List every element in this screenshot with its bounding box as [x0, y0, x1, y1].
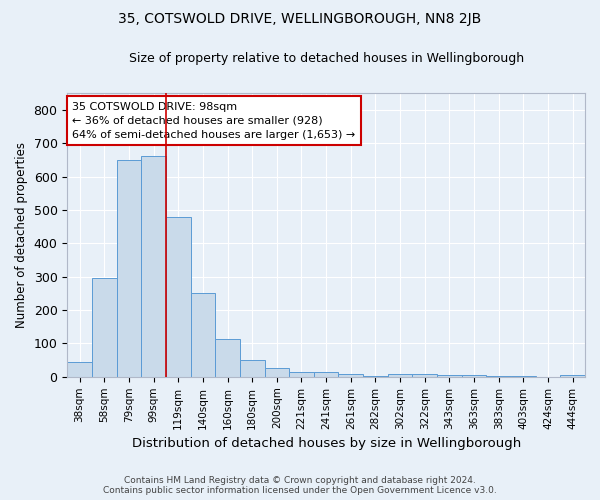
Bar [67, 362, 92, 377]
Bar [388, 374, 412, 377]
Bar [314, 372, 338, 377]
Bar [166, 217, 191, 377]
Bar [511, 376, 536, 377]
Title: Size of property relative to detached houses in Wellingborough: Size of property relative to detached ho… [128, 52, 524, 66]
Bar [412, 374, 437, 377]
Bar [240, 360, 265, 377]
Bar [141, 156, 166, 377]
Text: 35, COTSWOLD DRIVE, WELLINGBOROUGH, NN8 2JB: 35, COTSWOLD DRIVE, WELLINGBOROUGH, NN8 … [118, 12, 482, 26]
Bar [363, 376, 388, 377]
Bar [437, 375, 462, 377]
Bar [191, 294, 215, 377]
Text: 35 COTSWOLD DRIVE: 98sqm
← 36% of detached houses are smaller (928)
64% of semi-: 35 COTSWOLD DRIVE: 98sqm ← 36% of detach… [73, 102, 356, 140]
Bar [215, 339, 240, 377]
X-axis label: Distribution of detached houses by size in Wellingborough: Distribution of detached houses by size … [131, 437, 521, 450]
Bar [92, 278, 116, 377]
Bar [462, 375, 487, 377]
Text: Contains HM Land Registry data © Crown copyright and database right 2024.
Contai: Contains HM Land Registry data © Crown c… [103, 476, 497, 495]
Bar [289, 372, 314, 377]
Bar [338, 374, 363, 377]
Bar [487, 376, 511, 377]
Bar [265, 368, 289, 377]
Bar [560, 375, 585, 377]
Y-axis label: Number of detached properties: Number of detached properties [15, 142, 28, 328]
Bar [116, 160, 141, 377]
